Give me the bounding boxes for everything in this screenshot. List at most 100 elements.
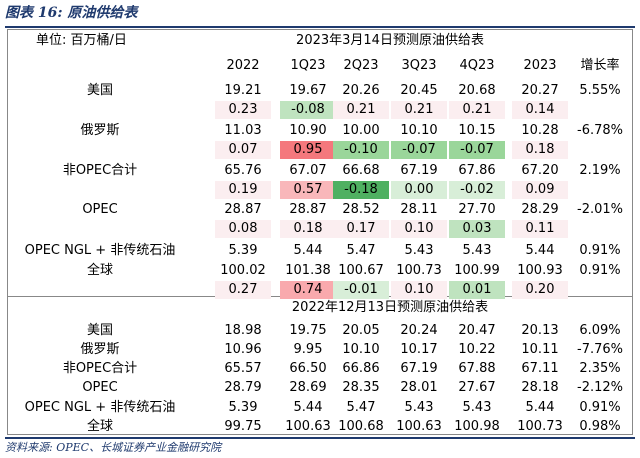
table-cell: 10.22: [458, 342, 496, 357]
diff-cell: 0.95: [280, 141, 336, 159]
column-header: 4Q23: [459, 58, 495, 73]
table-cell: 5.39: [228, 243, 258, 258]
table-cell: 66.86: [342, 361, 380, 376]
diff-cell: -0.08: [280, 101, 336, 119]
row-label: 俄罗斯: [80, 123, 120, 138]
table-cell: 67.19: [400, 361, 438, 376]
table-cell: 67.07: [289, 163, 327, 178]
table-cell: 10.90: [289, 123, 327, 138]
table-cell: 28.87: [289, 202, 327, 217]
diff-cell: 0.10: [391, 281, 447, 299]
table-cell: 100.63: [396, 419, 442, 434]
table-cell: 9.95: [293, 342, 323, 357]
column-header: 2023: [523, 58, 557, 73]
diff-cell: 0.20: [512, 281, 568, 299]
table-cell: 6.09%: [579, 323, 621, 338]
table-cell: 5.44: [525, 243, 555, 258]
table-cell: 28.01: [400, 380, 438, 395]
table-cell: 5.47: [346, 400, 376, 415]
diff-cell: 0.07: [215, 141, 271, 159]
table-cell: 5.55%: [579, 83, 621, 98]
diff-cell: 0.27: [215, 281, 271, 299]
row-label: OPEC: [82, 202, 118, 217]
diff-cell: -0.07: [391, 141, 447, 159]
column-header: 1Q23: [290, 58, 326, 73]
table-cell: 66.50: [289, 361, 327, 376]
table-cell: 28.35: [342, 380, 380, 395]
table-cell: 20.27: [521, 83, 559, 98]
table-cell: 0.91%: [579, 243, 621, 258]
table-cell: 5.44: [525, 400, 555, 415]
table-cell: 65.57: [224, 361, 262, 376]
table-cell: 20.13: [521, 323, 559, 338]
table-cell: 67.20: [521, 163, 559, 178]
table-cell: 5.43: [404, 400, 434, 415]
row-label: OPEC: [82, 380, 118, 395]
table-cell: -6.78%: [577, 123, 623, 138]
table-cell: 11.03: [224, 123, 262, 138]
table-cell: -2.12%: [577, 380, 623, 395]
diff-cell: 0.00: [391, 181, 447, 199]
table-cell: 28.18: [521, 380, 559, 395]
table-cell: -2.01%: [577, 202, 623, 217]
column-header: 3Q23: [401, 58, 437, 73]
table-cell: 67.88: [458, 361, 496, 376]
row-label: 美国: [86, 83, 113, 98]
diff-cell: -0.18: [333, 181, 389, 199]
table-cell: 20.24: [400, 323, 438, 338]
diff-cell: 0.21: [449, 101, 505, 119]
table-cell: 28.11: [400, 202, 438, 217]
diff-cell: 0.19: [215, 181, 271, 199]
table-cell: 100.99: [454, 263, 500, 278]
table-cell: 19.21: [224, 83, 262, 98]
table-cell: 100.02: [220, 263, 266, 278]
table-cell: 18.98: [224, 323, 262, 338]
table-cell: 20.47: [458, 323, 496, 338]
table-cell: 5.47: [346, 243, 376, 258]
section2-title: 2022年12月13日预测原油供给表: [291, 300, 489, 315]
table-cell: 27.70: [458, 202, 496, 217]
table-cell: 5.44: [293, 243, 323, 258]
diff-cell: 0.18: [280, 220, 336, 238]
table-cell: 100.67: [338, 263, 384, 278]
table-cell: 28.87: [224, 202, 262, 217]
section1-title: 2023年3月14日预测原油供给表: [296, 33, 484, 48]
source-rule: [5, 437, 635, 439]
row-label: OPEC NGL + 非传统石油: [24, 400, 176, 415]
row-label: 全球: [86, 419, 113, 434]
table-cell: 10.28: [521, 123, 559, 138]
table-cell: 2.19%: [579, 163, 621, 178]
table-cell: 10.15: [458, 123, 496, 138]
table-cell: 100.73: [517, 419, 563, 434]
table-cell: 66.68: [342, 163, 380, 178]
table-cell: 67.19: [400, 163, 438, 178]
table-cell: 20.26: [342, 83, 380, 98]
row-label: 美国: [86, 323, 113, 338]
table-cell: 5.43: [404, 243, 434, 258]
figure-caption: 图表 16: 原油供给表: [5, 5, 138, 21]
table-cell: 28.52: [342, 202, 380, 217]
column-header: 2Q23: [343, 58, 379, 73]
table-cell: 100.63: [285, 419, 331, 434]
table-cell: 19.67: [289, 83, 327, 98]
diff-cell: 0.08: [215, 220, 271, 238]
table-cell: 19.75: [289, 323, 327, 338]
unit-label: 单位: 百万桶/日: [36, 33, 127, 48]
table-cell: 28.69: [289, 380, 327, 395]
diff-cell: 0.57: [280, 181, 336, 199]
diff-cell: 0.11: [512, 220, 568, 238]
row-label: 非OPEC合计: [62, 163, 138, 178]
table-cell: 0.91%: [579, 400, 621, 415]
diff-cell: -0.02: [449, 181, 505, 199]
diff-cell: -0.07: [449, 141, 505, 159]
table-cell: 101.38: [285, 263, 331, 278]
diff-cell: 0.74: [280, 281, 336, 299]
diff-cell: -0.01: [333, 281, 389, 299]
diff-cell: 0.10: [391, 220, 447, 238]
table-cell: 10.10: [400, 123, 438, 138]
diff-cell: 0.01: [449, 281, 505, 299]
table-cell: 67.86: [458, 163, 496, 178]
table-cell: 20.05: [342, 323, 380, 338]
table-cell: 10.10: [342, 342, 380, 357]
table-cell: 5.43: [462, 243, 492, 258]
